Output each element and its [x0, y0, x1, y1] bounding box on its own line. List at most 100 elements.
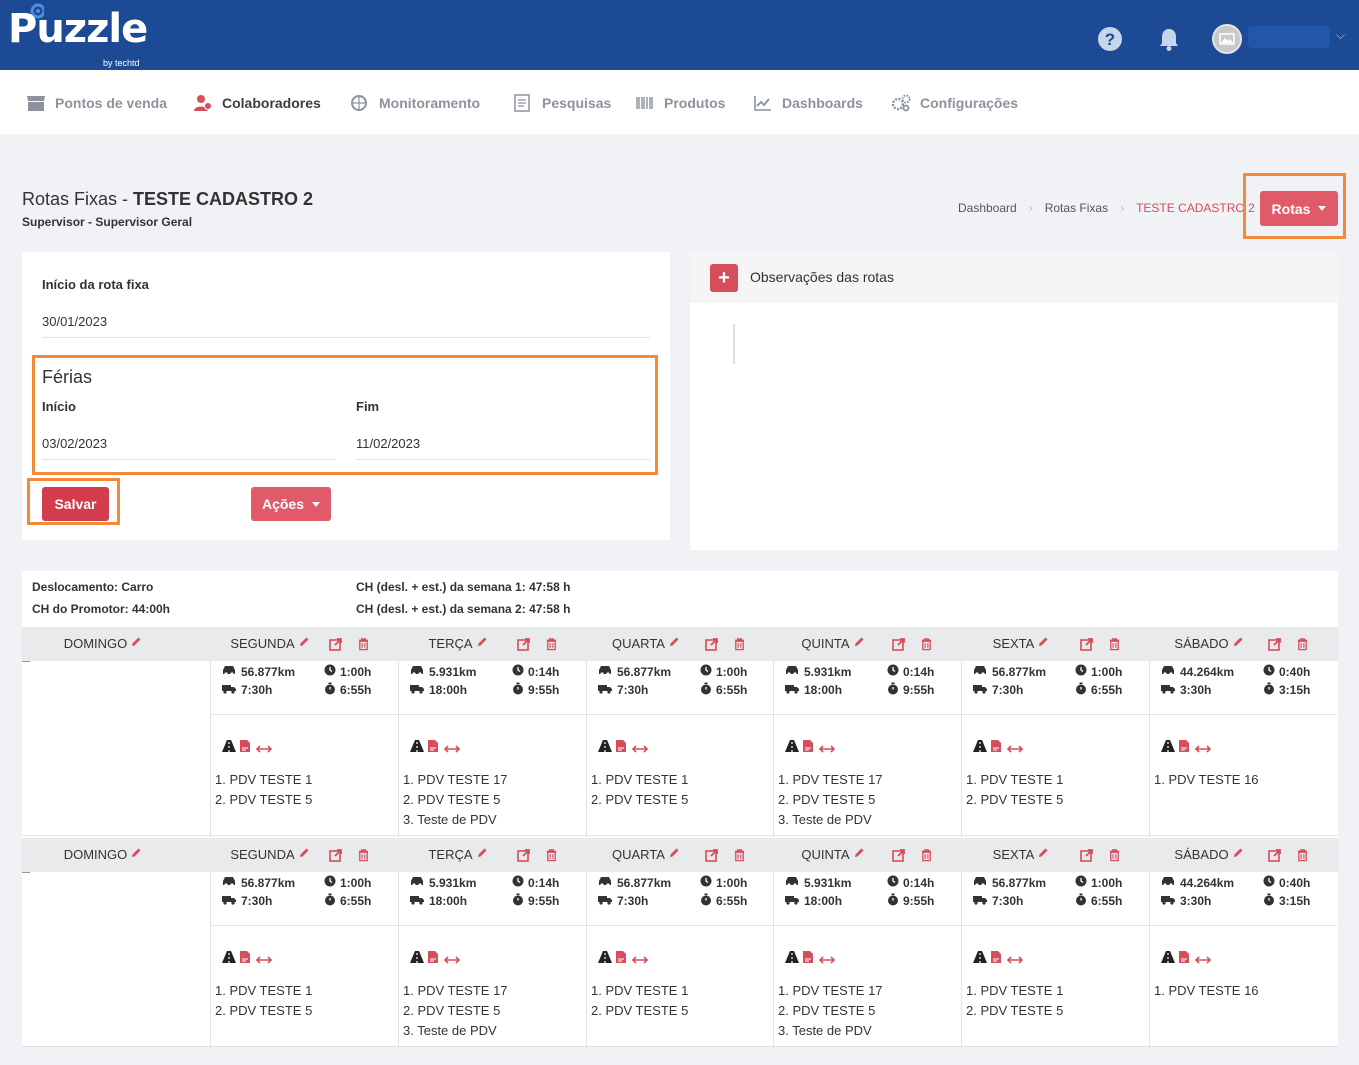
- trash-icon[interactable]: [920, 637, 933, 656]
- share-icon[interactable]: [892, 848, 906, 867]
- road-icon[interactable]: [409, 950, 425, 969]
- pdf-icon[interactable]: [615, 950, 627, 969]
- reorder-arrows-icon[interactable]: [1194, 952, 1212, 970]
- reorder-arrows-icon[interactable]: [255, 741, 273, 759]
- road-icon[interactable]: [972, 950, 988, 969]
- edit-pencil-icon[interactable]: [476, 636, 488, 651]
- edit-pencil-icon[interactable]: [476, 847, 488, 862]
- avatar[interactable]: [1212, 24, 1242, 54]
- nav-dashboards[interactable]: Dashboards: [753, 94, 863, 112]
- road-icon[interactable]: [784, 950, 800, 969]
- trash-icon[interactable]: [545, 848, 558, 867]
- salvar-button[interactable]: Salvar: [42, 487, 109, 521]
- reorder-arrows-icon[interactable]: [443, 741, 461, 759]
- username-redacted[interactable]: [1248, 26, 1330, 48]
- road-icon[interactable]: [409, 739, 425, 758]
- edit-pencil-icon[interactable]: [853, 636, 865, 651]
- store-icon: [27, 96, 45, 111]
- trash-icon[interactable]: [1108, 848, 1121, 867]
- add-observacao-button[interactable]: +: [710, 264, 738, 292]
- road-icon[interactable]: [597, 950, 613, 969]
- acoes-button[interactable]: Ações: [251, 487, 331, 521]
- reorder-arrows-icon[interactable]: [818, 741, 836, 759]
- pdf-icon[interactable]: [990, 739, 1002, 758]
- reorder-arrows-icon[interactable]: [1194, 741, 1212, 759]
- edit-pencil-icon[interactable]: [668, 636, 680, 651]
- column-divider: [586, 872, 587, 1048]
- ferias-inicio-field[interactable]: 03/02/2023: [42, 436, 108, 451]
- pdf-icon[interactable]: [990, 950, 1002, 969]
- nav-pesquisas[interactable]: Pesquisas: [513, 94, 611, 112]
- inicio-rota-field[interactable]: 30/01/2023: [42, 314, 108, 329]
- pdf-icon[interactable]: [802, 950, 814, 969]
- share-icon[interactable]: [1268, 637, 1282, 656]
- trash-icon[interactable]: [1108, 637, 1121, 656]
- edit-pencil-icon[interactable]: [853, 847, 865, 862]
- road-icon[interactable]: [1160, 950, 1176, 969]
- reorder-arrows-icon[interactable]: [443, 952, 461, 970]
- help-icon[interactable]: ?: [1097, 26, 1123, 52]
- pdf-icon[interactable]: [427, 739, 439, 758]
- edit-pencil-icon[interactable]: [130, 636, 142, 651]
- reorder-arrows-icon[interactable]: [818, 952, 836, 970]
- edit-pencil-icon[interactable]: [1037, 636, 1049, 651]
- rotas-button[interactable]: Rotas: [1260, 191, 1338, 226]
- chevron-down-icon[interactable]: ⌵: [1336, 28, 1346, 42]
- edit-pencil-icon[interactable]: [1037, 847, 1049, 862]
- edit-pencil-icon[interactable]: [298, 636, 310, 651]
- share-icon[interactable]: [892, 637, 906, 656]
- edit-pencil-icon[interactable]: [668, 847, 680, 862]
- reorder-arrows-icon[interactable]: [255, 952, 273, 970]
- pdf-icon[interactable]: [1178, 950, 1190, 969]
- edit-pencil-icon[interactable]: [1232, 636, 1244, 651]
- observacoes-editor[interactable]: [733, 324, 735, 364]
- reorder-arrows-icon[interactable]: [631, 741, 649, 759]
- reorder-arrows-icon[interactable]: [1006, 952, 1024, 970]
- breadcrumb-dashboard[interactable]: Dashboard: [958, 201, 1017, 215]
- road-icon[interactable]: [221, 950, 237, 969]
- reorder-arrows-icon[interactable]: [631, 952, 649, 970]
- share-icon[interactable]: [705, 637, 719, 656]
- trash-icon[interactable]: [920, 848, 933, 867]
- share-icon[interactable]: [1080, 848, 1094, 867]
- trash-icon[interactable]: [545, 637, 558, 656]
- edit-pencil-icon[interactable]: [1232, 847, 1244, 862]
- bell-icon[interactable]: [1156, 26, 1182, 52]
- road-icon[interactable]: [597, 739, 613, 758]
- share-icon[interactable]: [1268, 848, 1282, 867]
- nav-produtos[interactable]: Produtos: [635, 94, 725, 112]
- trash-icon[interactable]: [733, 848, 746, 867]
- road-icon[interactable]: [221, 739, 237, 758]
- nav-pontos-de-venda[interactable]: Pontos de venda: [26, 94, 167, 112]
- pdf-icon[interactable]: [239, 739, 251, 758]
- share-icon[interactable]: [1080, 637, 1094, 656]
- pdf-icon[interactable]: [427, 950, 439, 969]
- ferias-fim-field[interactable]: 11/02/2023: [356, 436, 421, 451]
- share-icon[interactable]: [329, 848, 343, 867]
- reorder-arrows-icon[interactable]: [1006, 741, 1024, 759]
- edit-pencil-icon[interactable]: [298, 847, 310, 862]
- pdf-icon[interactable]: [1178, 739, 1190, 758]
- breadcrumb-rotas-fixas[interactable]: Rotas Fixas: [1044, 201, 1109, 215]
- road-icon[interactable]: [784, 739, 800, 758]
- road-icon[interactable]: [972, 739, 988, 758]
- pdf-icon[interactable]: [802, 739, 814, 758]
- trash-icon[interactable]: [733, 637, 746, 656]
- trash-icon[interactable]: [357, 637, 370, 656]
- nav-monitoramento[interactable]: Monitoramento: [350, 94, 480, 112]
- share-icon[interactable]: [517, 637, 531, 656]
- trash-icon[interactable]: [1296, 848, 1309, 867]
- trash-icon[interactable]: [1296, 637, 1309, 656]
- share-icon[interactable]: [517, 848, 531, 867]
- edit-pencil-icon[interactable]: [130, 847, 142, 862]
- share-icon[interactable]: [329, 637, 343, 656]
- road-icon[interactable]: [1160, 739, 1176, 758]
- share-icon[interactable]: [705, 848, 719, 867]
- pdf-icon[interactable]: [615, 739, 627, 758]
- pdf-icon[interactable]: [239, 950, 251, 969]
- trash-icon[interactable]: [357, 848, 370, 867]
- pdv-list-item: 3. Teste de PDV: [778, 1023, 872, 1038]
- nav-configuracoes[interactable]: Configurações: [891, 94, 1018, 112]
- app-logo[interactable]: Puzzle: [8, 6, 148, 52]
- nav-colaboradores[interactable]: Colaboradores: [193, 94, 321, 112]
